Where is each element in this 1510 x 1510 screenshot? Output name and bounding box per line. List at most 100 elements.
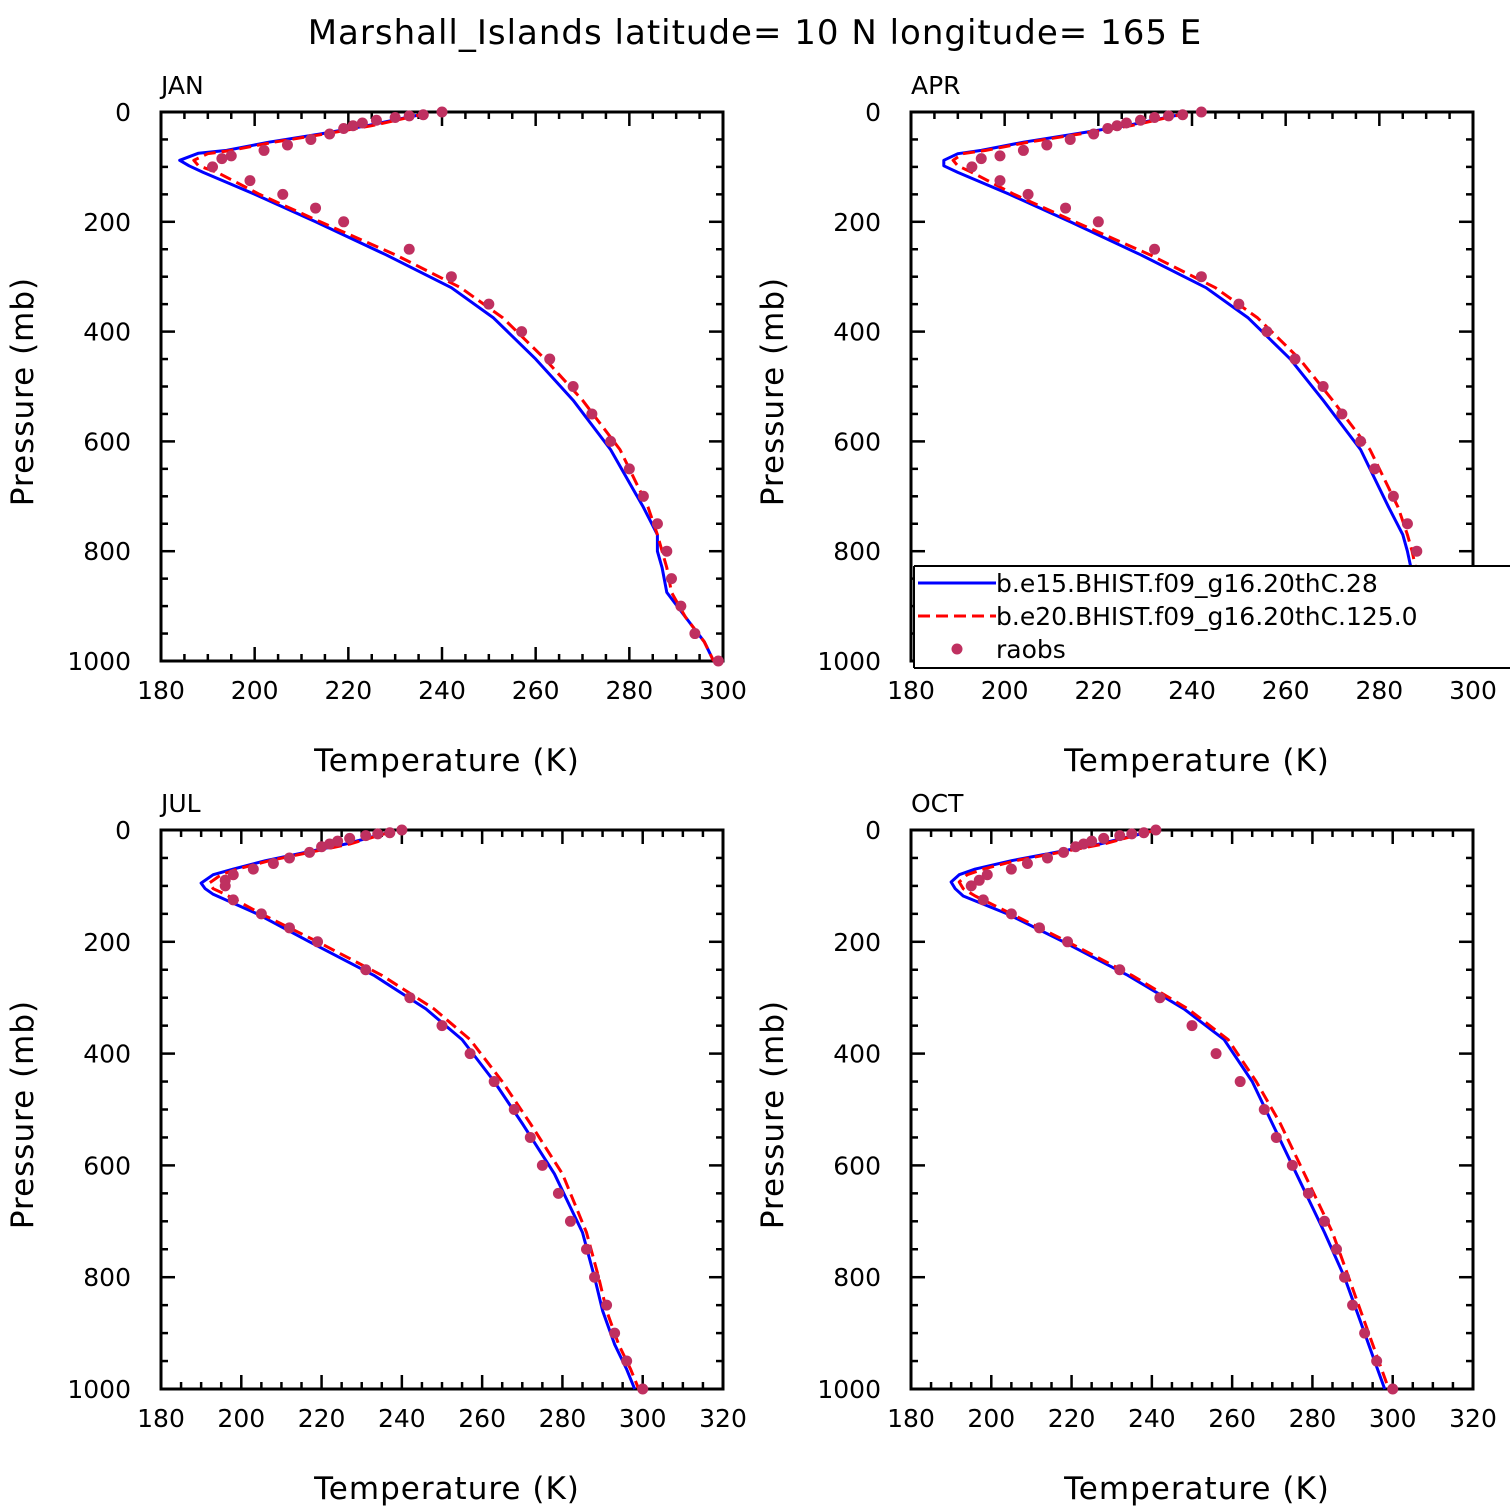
raobs-point — [1234, 1076, 1246, 1088]
raobs-point — [310, 202, 322, 214]
raobs-point — [1060, 202, 1072, 214]
x-tick-label: 180 — [137, 676, 185, 705]
raobs-point — [338, 216, 350, 228]
y-axis-label: Pressure (mb) — [755, 277, 791, 506]
raobs-point — [1286, 1159, 1298, 1171]
raobs-point — [247, 863, 259, 875]
y-tick-label: 0 — [865, 816, 881, 845]
raobs-point — [488, 1076, 500, 1088]
raobs-point — [356, 117, 368, 129]
x-tick-label: 240 — [1128, 1404, 1176, 1433]
raobs-point — [1317, 381, 1329, 392]
series-line-2 — [957, 829, 1391, 1390]
legend-marker-raobs — [951, 643, 963, 655]
y-tick-label: 400 — [83, 1040, 131, 1069]
y-tick-label: 800 — [833, 537, 881, 566]
raobs-point — [973, 874, 985, 886]
raobs-point — [1149, 243, 1161, 255]
raobs-point — [1070, 841, 1082, 853]
plot-frame — [159, 828, 725, 1391]
x-tick-label: 320 — [1449, 1404, 1497, 1433]
raobs-point — [305, 133, 317, 145]
x-tick-label: 200 — [981, 676, 1029, 705]
raobs-point — [966, 161, 978, 173]
raobs-point — [1088, 128, 1100, 140]
raobs-point — [1005, 863, 1017, 875]
y-tick-label: 1000 — [817, 647, 881, 676]
x-tick-label: 260 — [1208, 1404, 1256, 1433]
panels-group: JAN 180 200 220 240 260 280 300 0 200 400 600 800 100… — [5, 71, 1497, 1507]
raobs-point — [1120, 117, 1132, 129]
raobs-point — [1005, 908, 1017, 920]
y-axis-label: Pressure (mb) — [755, 1000, 791, 1229]
x-tick-label: 220 — [1048, 1404, 1096, 1433]
x-tick-label: 260 — [1262, 676, 1310, 705]
raobs-point — [1339, 1271, 1351, 1283]
raobs-point — [417, 109, 429, 121]
legend-background — [914, 566, 1510, 668]
y-tick-label: 800 — [833, 1263, 881, 1292]
raobs-point — [581, 1243, 593, 1255]
x-tick-label: 200 — [231, 676, 279, 705]
raobs-point — [1058, 846, 1070, 858]
raobs-point — [1102, 122, 1114, 134]
y-axis-label: Pressure (mb) — [5, 1000, 41, 1229]
raobs-point — [219, 880, 231, 892]
raobs-point — [1387, 1383, 1399, 1395]
raobs-point — [464, 1048, 476, 1060]
x-tick-label: 180 — [137, 1404, 185, 1433]
raobs-point — [1114, 964, 1126, 976]
raobs-point — [1021, 858, 1033, 870]
raobs-point — [1186, 1020, 1198, 1032]
y-tick-label: 200 — [83, 208, 131, 237]
raobs-point — [1261, 326, 1273, 338]
raobs-point — [675, 600, 687, 612]
y-tick-label: 0 — [115, 816, 131, 845]
raobs-point — [277, 188, 289, 200]
y-tick-label: 0 — [865, 98, 881, 127]
y-axis-label: Pressure (mb) — [5, 277, 41, 506]
raobs-point — [536, 1159, 548, 1171]
x-tick-label: 280 — [605, 676, 653, 705]
raobs-point — [637, 1383, 649, 1395]
x-tick-label: 260 — [512, 676, 560, 705]
raobs-point — [1163, 110, 1175, 122]
raobs-point — [267, 858, 279, 870]
raobs-point — [344, 832, 356, 844]
x-tick-label: 220 — [324, 676, 372, 705]
raobs-point — [586, 408, 598, 420]
raobs-point — [552, 1187, 564, 1199]
y-tick-label: 600 — [833, 427, 881, 456]
raobs-point — [1359, 1327, 1371, 1339]
raobs-point — [207, 161, 219, 173]
y-tick-label: 1000 — [817, 1375, 881, 1404]
raobs-point — [360, 830, 372, 842]
raobs-point — [312, 936, 324, 948]
x-tick-label: 280 — [1289, 1404, 1337, 1433]
panel-jul: JUL 180 200 220 240 260 280 300 320 0 200 400 600 800… — [5, 789, 747, 1507]
y-tick-label: 800 — [83, 1263, 131, 1292]
raobs-point — [403, 243, 415, 255]
raobs-point — [483, 298, 495, 310]
raobs-point — [975, 153, 987, 165]
raobs-point — [965, 880, 977, 892]
raobs-point — [689, 628, 701, 640]
panel-label: JUL — [159, 789, 201, 818]
y-tick-label: 400 — [833, 318, 881, 347]
raobs-point — [516, 326, 528, 338]
x-tick-label: 300 — [1449, 676, 1497, 705]
raobs-point — [255, 908, 267, 920]
raobs-point — [1336, 408, 1348, 420]
raobs-point — [1302, 1187, 1314, 1199]
raobs-point — [1387, 490, 1399, 502]
y-tick-label: 200 — [83, 928, 131, 957]
raobs-point — [281, 139, 293, 151]
x-tick-label: 220 — [1074, 676, 1122, 705]
raobs-point — [283, 922, 295, 934]
raobs-point — [338, 122, 350, 134]
legend-label: b.e15.BHIST.f09_g16.20thC.28 — [996, 569, 1378, 598]
raobs-point — [1154, 992, 1166, 1004]
raobs-point — [370, 114, 382, 126]
legend-label: b.e20.BHIST.f09_g16.20thC.125.0 — [996, 602, 1418, 631]
